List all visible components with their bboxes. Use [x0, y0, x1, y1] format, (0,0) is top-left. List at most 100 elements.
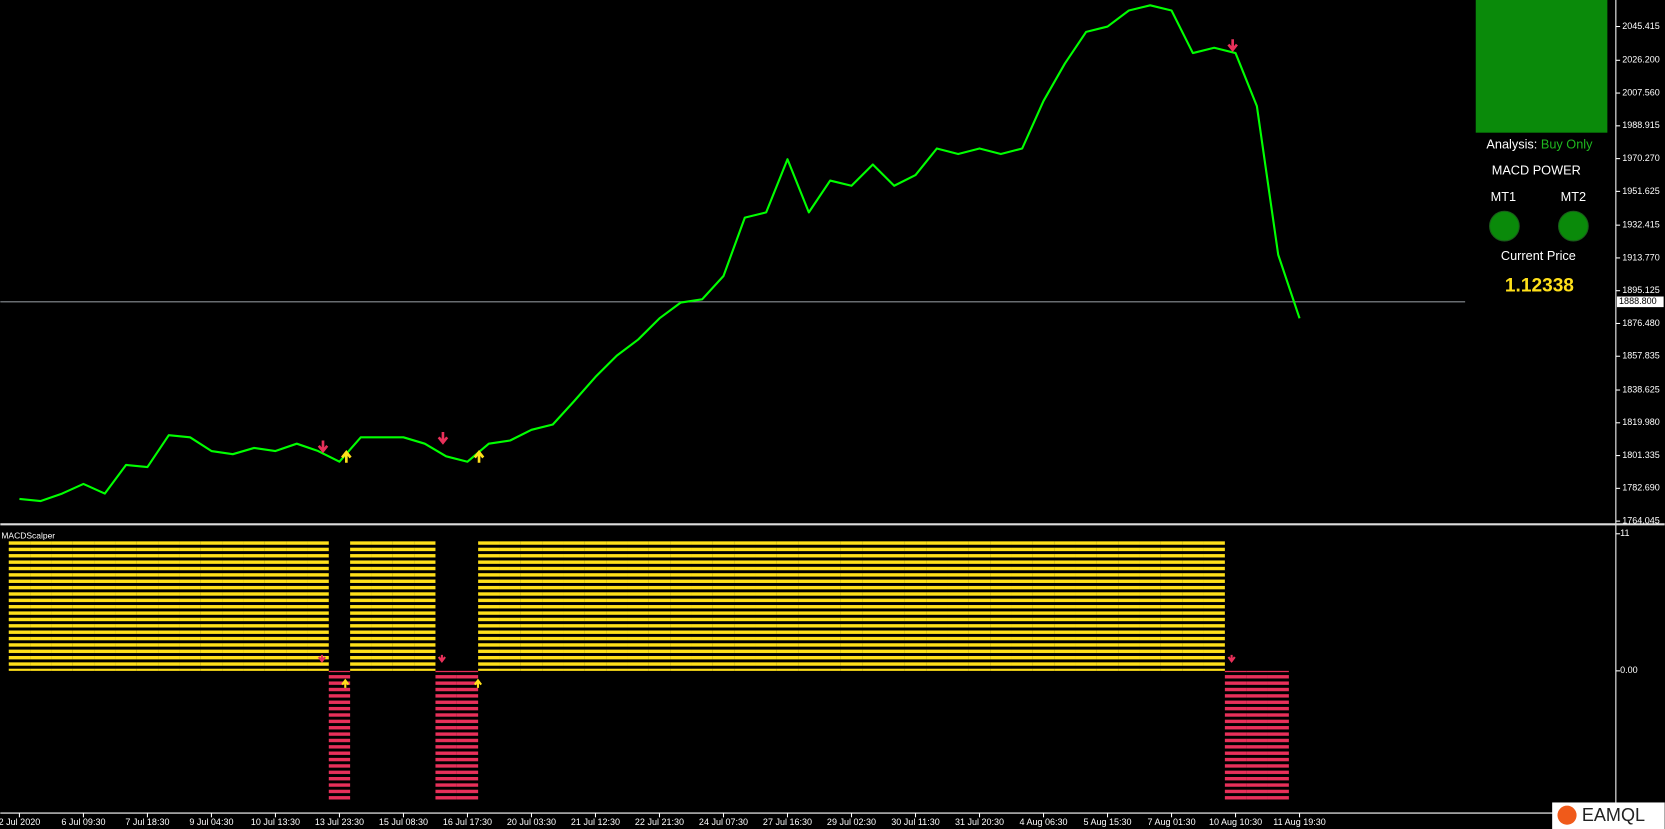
histogram-bar — [243, 540, 265, 671]
y-tick-label: 2007.560 — [1622, 87, 1660, 97]
histogram-bar — [926, 540, 948, 671]
histogram-bar — [1267, 670, 1289, 802]
price-line-label: 1888.800 — [1619, 296, 1657, 306]
signal-arrow — [437, 432, 449, 445]
watermark-icon — [1557, 805, 1577, 825]
histogram-bar — [1011, 540, 1033, 671]
x-tick-label: 2 Jul 2020 — [0, 817, 40, 827]
histogram-bar — [691, 540, 713, 671]
x-tick-label: 13 Jul 23:30 — [315, 817, 364, 827]
histogram-bar — [478, 540, 500, 671]
indicator-title: MACDScalper — [1, 530, 55, 540]
histogram-bar — [670, 540, 692, 671]
histogram-bar — [8, 540, 31, 671]
histogram-bar — [307, 540, 329, 671]
y-tick-label: 1932.415 — [1622, 220, 1660, 230]
x-tick-label: 20 Jul 03:30 — [507, 817, 556, 827]
histogram-bar — [1096, 540, 1119, 671]
histogram-bar — [286, 540, 308, 671]
histogram-bar — [947, 540, 969, 671]
y-tick-label: 1838.625 — [1622, 384, 1660, 394]
histogram-bar — [30, 540, 52, 671]
histogram-bar — [350, 540, 372, 671]
histogram-bar — [798, 540, 820, 671]
y-tick-label: 1857.835 — [1622, 351, 1660, 361]
histogram-bar — [264, 540, 287, 671]
histogram-bar — [1224, 670, 1247, 802]
histogram-bar — [371, 540, 393, 671]
mt2-indicator — [1558, 210, 1589, 242]
price-line-box — [1616, 296, 1664, 308]
y-tick-label: 2045.415 — [1622, 21, 1660, 31]
histogram-bar — [1139, 540, 1161, 671]
y-tick-label: 1782.690 — [1622, 483, 1660, 493]
y-tick-label: 1764.045 — [1622, 515, 1660, 525]
signal-arrow — [473, 678, 483, 688]
mt1-indicator — [1489, 210, 1520, 242]
signal-arrow — [341, 450, 352, 463]
histogram-bar — [776, 540, 799, 671]
histogram-bar — [200, 540, 223, 671]
y-tick-label: 1801.335 — [1622, 450, 1660, 460]
signal-arrow — [317, 440, 329, 454]
x-tick-label: 9 Jul 04:30 — [189, 817, 233, 827]
x-tick-label: 6 Jul 09:30 — [61, 817, 105, 827]
signal-box — [1475, 0, 1608, 133]
histogram-bar — [990, 540, 1012, 671]
x-tick-label: 7 Aug 01:30 — [1147, 817, 1195, 827]
x-tick-label: 29 Jul 02:30 — [827, 817, 876, 827]
y-tick-label: 11 — [1620, 528, 1629, 538]
analysis-value: Buy Only — [1541, 137, 1593, 152]
x-tick-label: 7 Jul 18:30 — [125, 817, 169, 827]
watermark: EAMQL — [1582, 805, 1645, 825]
histogram-bar — [968, 540, 991, 671]
histogram-bar — [1246, 670, 1268, 802]
histogram-bar — [456, 670, 479, 802]
histogram-bar — [1118, 540, 1140, 671]
histogram-bar — [136, 540, 159, 671]
histogram-bar — [606, 540, 628, 671]
histogram-bar — [499, 540, 521, 671]
histogram-bar — [1203, 540, 1225, 671]
histogram-bar — [1054, 540, 1076, 671]
histogram-bar — [648, 540, 671, 671]
x-tick-label: 15 Jul 08:30 — [379, 817, 428, 827]
analysis-label: Analysis: — [1486, 137, 1537, 152]
histogram-bar — [435, 670, 457, 802]
price-line-series — [19, 4, 1301, 503]
x-tick-label: 5 Aug 15:30 — [1083, 817, 1131, 827]
y-tick-label: 1913.770 — [1622, 252, 1660, 262]
signal-arrow — [317, 654, 326, 664]
x-tick-label: 11 Aug 19:30 — [1273, 817, 1325, 827]
mt2-label: MT2 — [1561, 189, 1586, 204]
signal-arrow — [341, 678, 350, 688]
price-label: Current Price — [1501, 248, 1576, 263]
x-tick-label: 27 Jul 16:30 — [763, 817, 812, 827]
x-tick-label: 10 Aug 10:30 — [1209, 817, 1262, 827]
histogram-bar — [712, 540, 735, 671]
x-tick-label: 16 Jul 17:30 — [443, 817, 492, 827]
histogram-bar — [840, 540, 863, 671]
x-tick-label: 24 Jul 07:30 — [699, 817, 748, 827]
histogram-bar — [1160, 540, 1183, 671]
histogram-bar — [328, 670, 351, 802]
x-tick-label: 30 Jul 11:30 — [891, 817, 939, 827]
histogram-bar — [819, 540, 841, 671]
y-tick-label: 1970.270 — [1622, 153, 1660, 163]
x-tick-label: 22 Jul 21:30 — [635, 817, 684, 827]
histogram-bar — [627, 540, 649, 671]
signal-arrows — [317, 39, 1238, 688]
histogram-bar — [584, 540, 607, 671]
histogram-bar — [563, 540, 585, 671]
histogram-bar — [179, 540, 201, 671]
signal-arrow — [473, 450, 485, 463]
y-tick-label: 1988.915 — [1622, 120, 1660, 130]
x-tick-label: 31 Jul 20:30 — [955, 817, 1004, 827]
histogram-bar — [520, 540, 543, 671]
y-tick-label: 0.00 — [1620, 665, 1638, 675]
y-tick-label: 2026.200 — [1622, 55, 1660, 65]
x-tick-label: 21 Jul 12:30 — [571, 817, 620, 827]
histogram-bar — [1032, 540, 1055, 671]
histogram-bar — [1075, 540, 1097, 671]
